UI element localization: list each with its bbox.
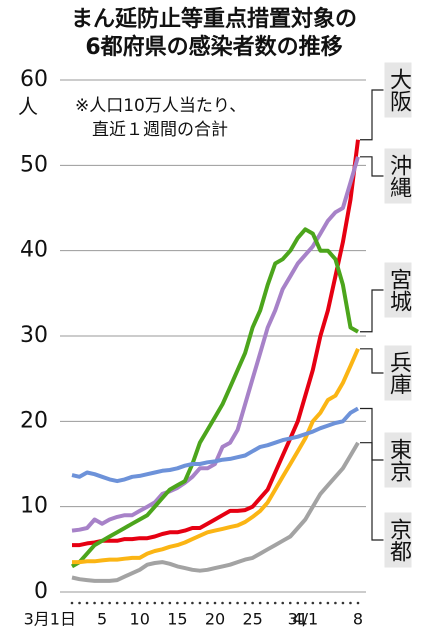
x-dot	[115, 601, 119, 605]
y-tick-label: 0	[34, 579, 48, 604]
series-line	[71, 441, 360, 583]
x-dot	[251, 601, 254, 605]
x-tick-label: 3月1日	[24, 610, 76, 629]
x-dot	[183, 601, 187, 605]
x-dot	[123, 601, 126, 605]
x-dot	[311, 601, 315, 605]
legend-label: 沖縄	[386, 154, 412, 198]
legend-label: 東京	[386, 438, 412, 482]
x-dot	[258, 601, 262, 605]
legend-label: 京都	[386, 518, 412, 562]
x-dot	[356, 601, 360, 605]
x-tick-label: 4/1	[292, 610, 318, 629]
series-line	[71, 227, 359, 569]
x-dot	[191, 601, 194, 605]
x-dot	[168, 601, 172, 605]
leader-line	[360, 442, 384, 541]
y-tick-label: 40	[20, 238, 48, 263]
x-dot	[213, 601, 217, 605]
label-box	[383, 261, 413, 319]
x-tick-label: 25	[242, 610, 262, 629]
x-dot	[78, 601, 81, 605]
y-tick-label: 50	[20, 152, 48, 177]
leader-line	[360, 289, 384, 333]
leader-line	[360, 156, 384, 177]
x-dot	[108, 601, 111, 605]
x-dot	[304, 601, 307, 605]
x-dot	[296, 601, 300, 605]
x-dot	[228, 601, 232, 605]
x-tick-label: 15	[167, 610, 187, 629]
annotation: ※人口10万人当たり、	[75, 96, 246, 116]
x-tick-label: 10	[130, 610, 150, 629]
x-dot	[145, 601, 149, 605]
y-tick-label: 60	[20, 67, 48, 92]
x-dot	[319, 601, 322, 605]
legend-label: 宮城	[386, 268, 412, 312]
x-dot	[243, 601, 247, 605]
x-dot	[176, 601, 179, 605]
x-tick-label: 31	[288, 610, 308, 629]
legend-label: 大阪	[386, 68, 412, 112]
label-box	[383, 147, 413, 205]
y-unit: 人	[18, 95, 38, 119]
y-tick-label: 20	[20, 408, 48, 433]
series-line	[71, 406, 359, 484]
label-box	[383, 61, 413, 119]
x-dot	[206, 601, 209, 605]
label-box	[383, 344, 413, 402]
x-dot	[221, 601, 224, 605]
annotation: 直近１週間の合計	[92, 120, 228, 140]
x-dot	[138, 601, 142, 605]
series-line	[72, 139, 360, 548]
x-tick-label: 20	[205, 610, 225, 629]
leader-line	[360, 89, 384, 141]
x-dot	[341, 601, 345, 605]
x-dot	[288, 601, 292, 605]
x-dot	[85, 601, 89, 605]
x-dot	[70, 601, 74, 605]
x-dot	[93, 601, 96, 605]
x-dot	[266, 601, 269, 605]
x-tick-label: 5	[97, 610, 107, 629]
x-tick-label: 8	[353, 610, 363, 629]
legend-label: 兵庫	[386, 351, 412, 395]
y-tick-label: 10	[20, 494, 48, 519]
x-dot	[236, 601, 239, 605]
x-dot	[198, 601, 202, 605]
x-dot	[153, 601, 157, 605]
y-tick-label: 30	[20, 323, 48, 348]
x-dot	[326, 601, 330, 605]
chart-title: まん延防止等重点措置対象の	[71, 6, 357, 32]
x-dot	[130, 601, 134, 605]
x-dot	[273, 601, 277, 605]
x-dot	[281, 601, 285, 605]
x-dot	[100, 601, 104, 605]
leader-line	[360, 348, 384, 374]
chart-title: 6都府県の感染者数の推移	[85, 34, 342, 60]
leader-line	[360, 407, 384, 461]
x-dot	[334, 601, 337, 605]
x-dot	[349, 601, 352, 605]
series-line	[71, 156, 360, 533]
label-box	[383, 511, 413, 569]
series-line	[72, 347, 360, 565]
label-box	[383, 431, 413, 489]
x-dot	[161, 601, 164, 605]
